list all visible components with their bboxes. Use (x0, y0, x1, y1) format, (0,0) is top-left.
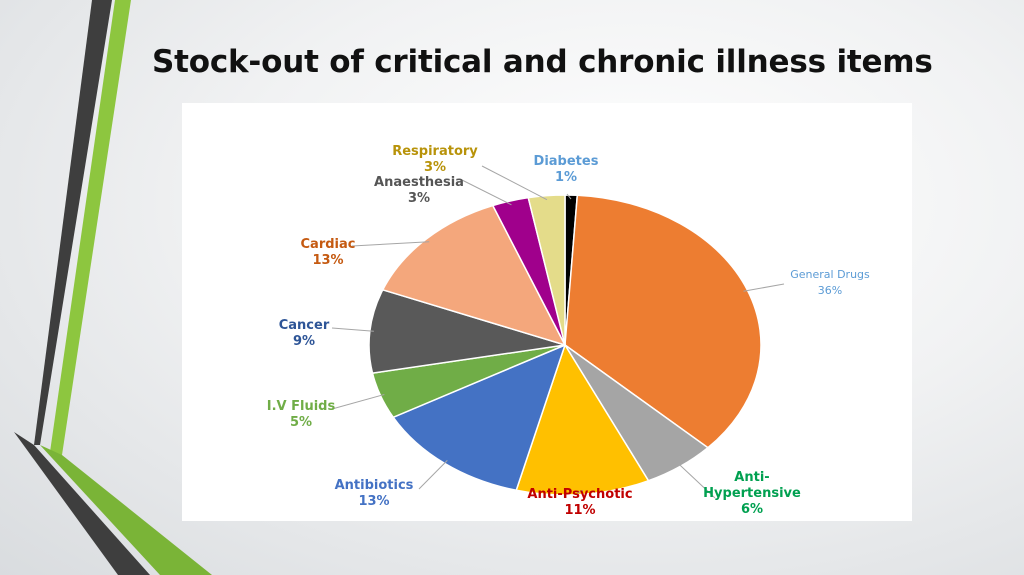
data-label-cancer: Cancer 9% (279, 318, 330, 349)
leader-line (461, 179, 512, 206)
leader-line (743, 283, 785, 292)
leader-line (677, 462, 716, 499)
data-label-antibiotics: Antibiotics 13% (335, 478, 414, 509)
leader-line (576, 489, 584, 494)
decorative-stripes (14, 0, 212, 575)
leader-line (481, 165, 548, 201)
green-stripe (50, 0, 131, 455)
slide-title: Stock-out of critical and chronic illnes… (152, 44, 933, 80)
dark-stripe (34, 0, 112, 445)
pie-slice-respiratory (527, 194, 566, 346)
pie-slice-cardiac (381, 204, 567, 347)
dark-stripe-lower (14, 432, 150, 575)
leader-line (566, 193, 572, 200)
leader-line (418, 460, 448, 490)
pie-slice-general-drugs (564, 194, 762, 449)
data-label-anti-hypertensive: Anti-Hypertensive 6% (703, 470, 801, 517)
data-label-i-v-fluids: I.V Fluids 5% (267, 399, 336, 430)
data-label-anti-psychotic: Anti-Psychotic 11% (527, 487, 632, 518)
pie-chart: Diabetes 1% General Drugs 36% Anti-Hypertens… (267, 144, 870, 518)
data-label-cardiac: Cardiac 13% (301, 237, 356, 268)
data-label-respiratory: Respiratory 3% (392, 144, 478, 175)
data-label-anaesthesia: Anaesthesia 3% (374, 175, 464, 206)
leader-line (331, 393, 385, 410)
data-label-general-drugs: General Drugs 36% (790, 268, 870, 297)
pie-slice-anti-psychotic (515, 343, 650, 496)
data-label-diabetes: Diabetes 1% (534, 154, 599, 185)
leader-line (351, 241, 430, 247)
green-stripe-lower (40, 445, 212, 575)
chart-panel: Diabetes 1% General Drugs 36% Anti-Hypertens… (182, 103, 912, 521)
leader-line (331, 327, 374, 332)
